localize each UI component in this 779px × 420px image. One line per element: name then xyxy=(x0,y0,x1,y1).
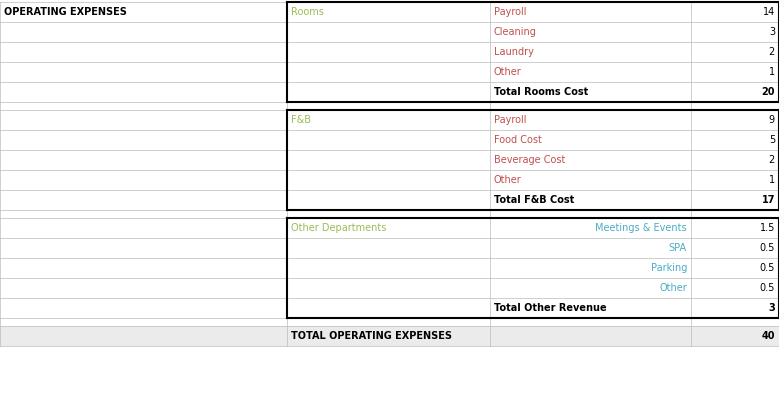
Text: Parking: Parking xyxy=(650,263,687,273)
Text: Food Cost: Food Cost xyxy=(494,135,542,145)
Text: 3: 3 xyxy=(768,303,775,313)
Text: 5: 5 xyxy=(769,135,775,145)
Text: SPA: SPA xyxy=(669,243,687,253)
Text: Total Other Revenue: Total Other Revenue xyxy=(494,303,607,313)
Text: 17: 17 xyxy=(762,195,775,205)
Text: 2: 2 xyxy=(769,47,775,57)
Text: Total Rooms Cost: Total Rooms Cost xyxy=(494,87,588,97)
Text: F&B: F&B xyxy=(291,115,312,125)
Text: OPERATING EXPENSES: OPERATING EXPENSES xyxy=(4,7,127,17)
Text: Other: Other xyxy=(659,283,687,293)
Text: TOTAL OPERATING EXPENSES: TOTAL OPERATING EXPENSES xyxy=(291,331,453,341)
Text: Other: Other xyxy=(494,67,522,77)
Text: Total F&B Cost: Total F&B Cost xyxy=(494,195,574,205)
Text: 40: 40 xyxy=(762,331,775,341)
Text: 14: 14 xyxy=(763,7,775,17)
Bar xyxy=(0,326,779,346)
Text: 20: 20 xyxy=(762,87,775,97)
Text: Cleaning: Cleaning xyxy=(494,27,537,37)
Text: Meetings & Events: Meetings & Events xyxy=(595,223,687,233)
Text: Other: Other xyxy=(494,175,522,185)
Text: 1: 1 xyxy=(769,175,775,185)
Text: Payroll: Payroll xyxy=(494,7,527,17)
Text: 0.5: 0.5 xyxy=(760,243,775,253)
Text: 0.5: 0.5 xyxy=(760,263,775,273)
Text: 3: 3 xyxy=(769,27,775,37)
Text: Rooms: Rooms xyxy=(291,7,324,17)
Text: Payroll: Payroll xyxy=(494,115,527,125)
Text: Beverage Cost: Beverage Cost xyxy=(494,155,566,165)
Text: Laundry: Laundry xyxy=(494,47,534,57)
Text: 0.5: 0.5 xyxy=(760,283,775,293)
Text: Other Departments: Other Departments xyxy=(291,223,387,233)
Text: 1.5: 1.5 xyxy=(760,223,775,233)
Text: 1: 1 xyxy=(769,67,775,77)
Text: 2: 2 xyxy=(769,155,775,165)
Text: 9: 9 xyxy=(769,115,775,125)
